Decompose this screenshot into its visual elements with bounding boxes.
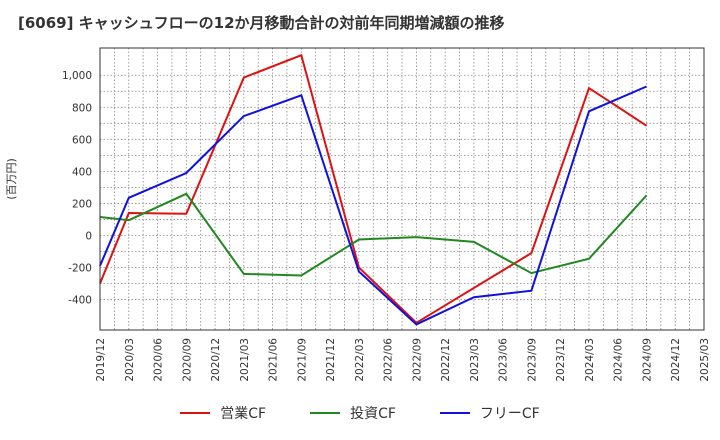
y-tick-label: 400 <box>72 166 92 178</box>
x-tick-label: 2020/12 <box>210 338 222 382</box>
y-tick-label: 800 <box>72 102 92 114</box>
y-tick-label: -200 <box>68 263 92 275</box>
y-axis-ticks: -400 -200 0 200 400 600 800 1,000 <box>62 70 92 306</box>
x-tick-label: 2020/09 <box>181 338 193 382</box>
legend: 営業CF 投資CF フリーCF <box>0 403 720 423</box>
legend-item-investing-cf: 投資CF <box>310 403 396 423</box>
x-tick-label: 2023/09 <box>526 338 538 382</box>
series-line-free-cf <box>99 85 647 326</box>
y-tick-label: -400 <box>68 295 92 307</box>
x-tick-label: 2024/12 <box>670 338 682 382</box>
grid-lines <box>100 48 704 330</box>
x-tick-label: 2022/12 <box>440 338 452 382</box>
legend-item-free-cf: フリーCF <box>439 403 540 423</box>
legend-label-free-cf: フリーCF <box>479 406 540 422</box>
legend-item-operating-cf: 営業CF <box>180 403 266 423</box>
x-tick-label: 2025/03 <box>699 338 711 382</box>
x-tick-label: 2020/06 <box>153 338 165 382</box>
x-tick-label: 2022/09 <box>411 338 423 382</box>
x-tick-label: 2024/03 <box>584 338 596 382</box>
x-tick-label: 2021/12 <box>325 338 337 382</box>
series-line-investing-cf <box>99 192 648 277</box>
legend-swatch-investing-cf <box>310 412 341 414</box>
legend-label-investing-cf: 投資CF <box>350 406 396 422</box>
y-tick-label: 600 <box>72 134 92 146</box>
y-axis-label: (百万円) <box>5 158 18 200</box>
legend-label-operating-cf: 営業CF <box>220 406 267 422</box>
x-tick-label: 2023/03 <box>469 338 481 382</box>
x-axis-ticks: 2019/12 2020/03 2020/06 2020/09 2020/12 2021/… <box>95 338 711 382</box>
x-tick-label: 2021/06 <box>268 338 280 382</box>
x-tick-label: 2023/06 <box>498 338 510 382</box>
x-tick-label: 2023/12 <box>555 338 567 382</box>
y-tick-label: 0 <box>85 230 92 242</box>
x-tick-label: 2021/03 <box>239 338 251 382</box>
legend-swatch-operating-cf <box>180 412 211 414</box>
legend-swatch-free-cf <box>439 412 470 414</box>
x-tick-label: 2024/09 <box>641 338 653 382</box>
series-line-operating-cf <box>99 53 648 325</box>
series-lines <box>99 53 648 326</box>
x-tick-label: 2024/06 <box>613 338 625 382</box>
x-tick-label: 2022/06 <box>383 338 395 382</box>
x-tick-label: 2021/09 <box>296 338 308 382</box>
plot-frame <box>99 47 705 331</box>
x-tick-label: 2019/12 <box>95 338 107 382</box>
chart-title: [6069] キャッシュフローの12か月移動合計の対前年同期増減額の推移 <box>18 14 505 32</box>
x-tick-label: 2022/03 <box>354 338 366 382</box>
x-tick-label: 2020/03 <box>124 338 136 382</box>
y-tick-label: 1,000 <box>62 70 92 82</box>
y-tick-label: 200 <box>72 198 92 210</box>
